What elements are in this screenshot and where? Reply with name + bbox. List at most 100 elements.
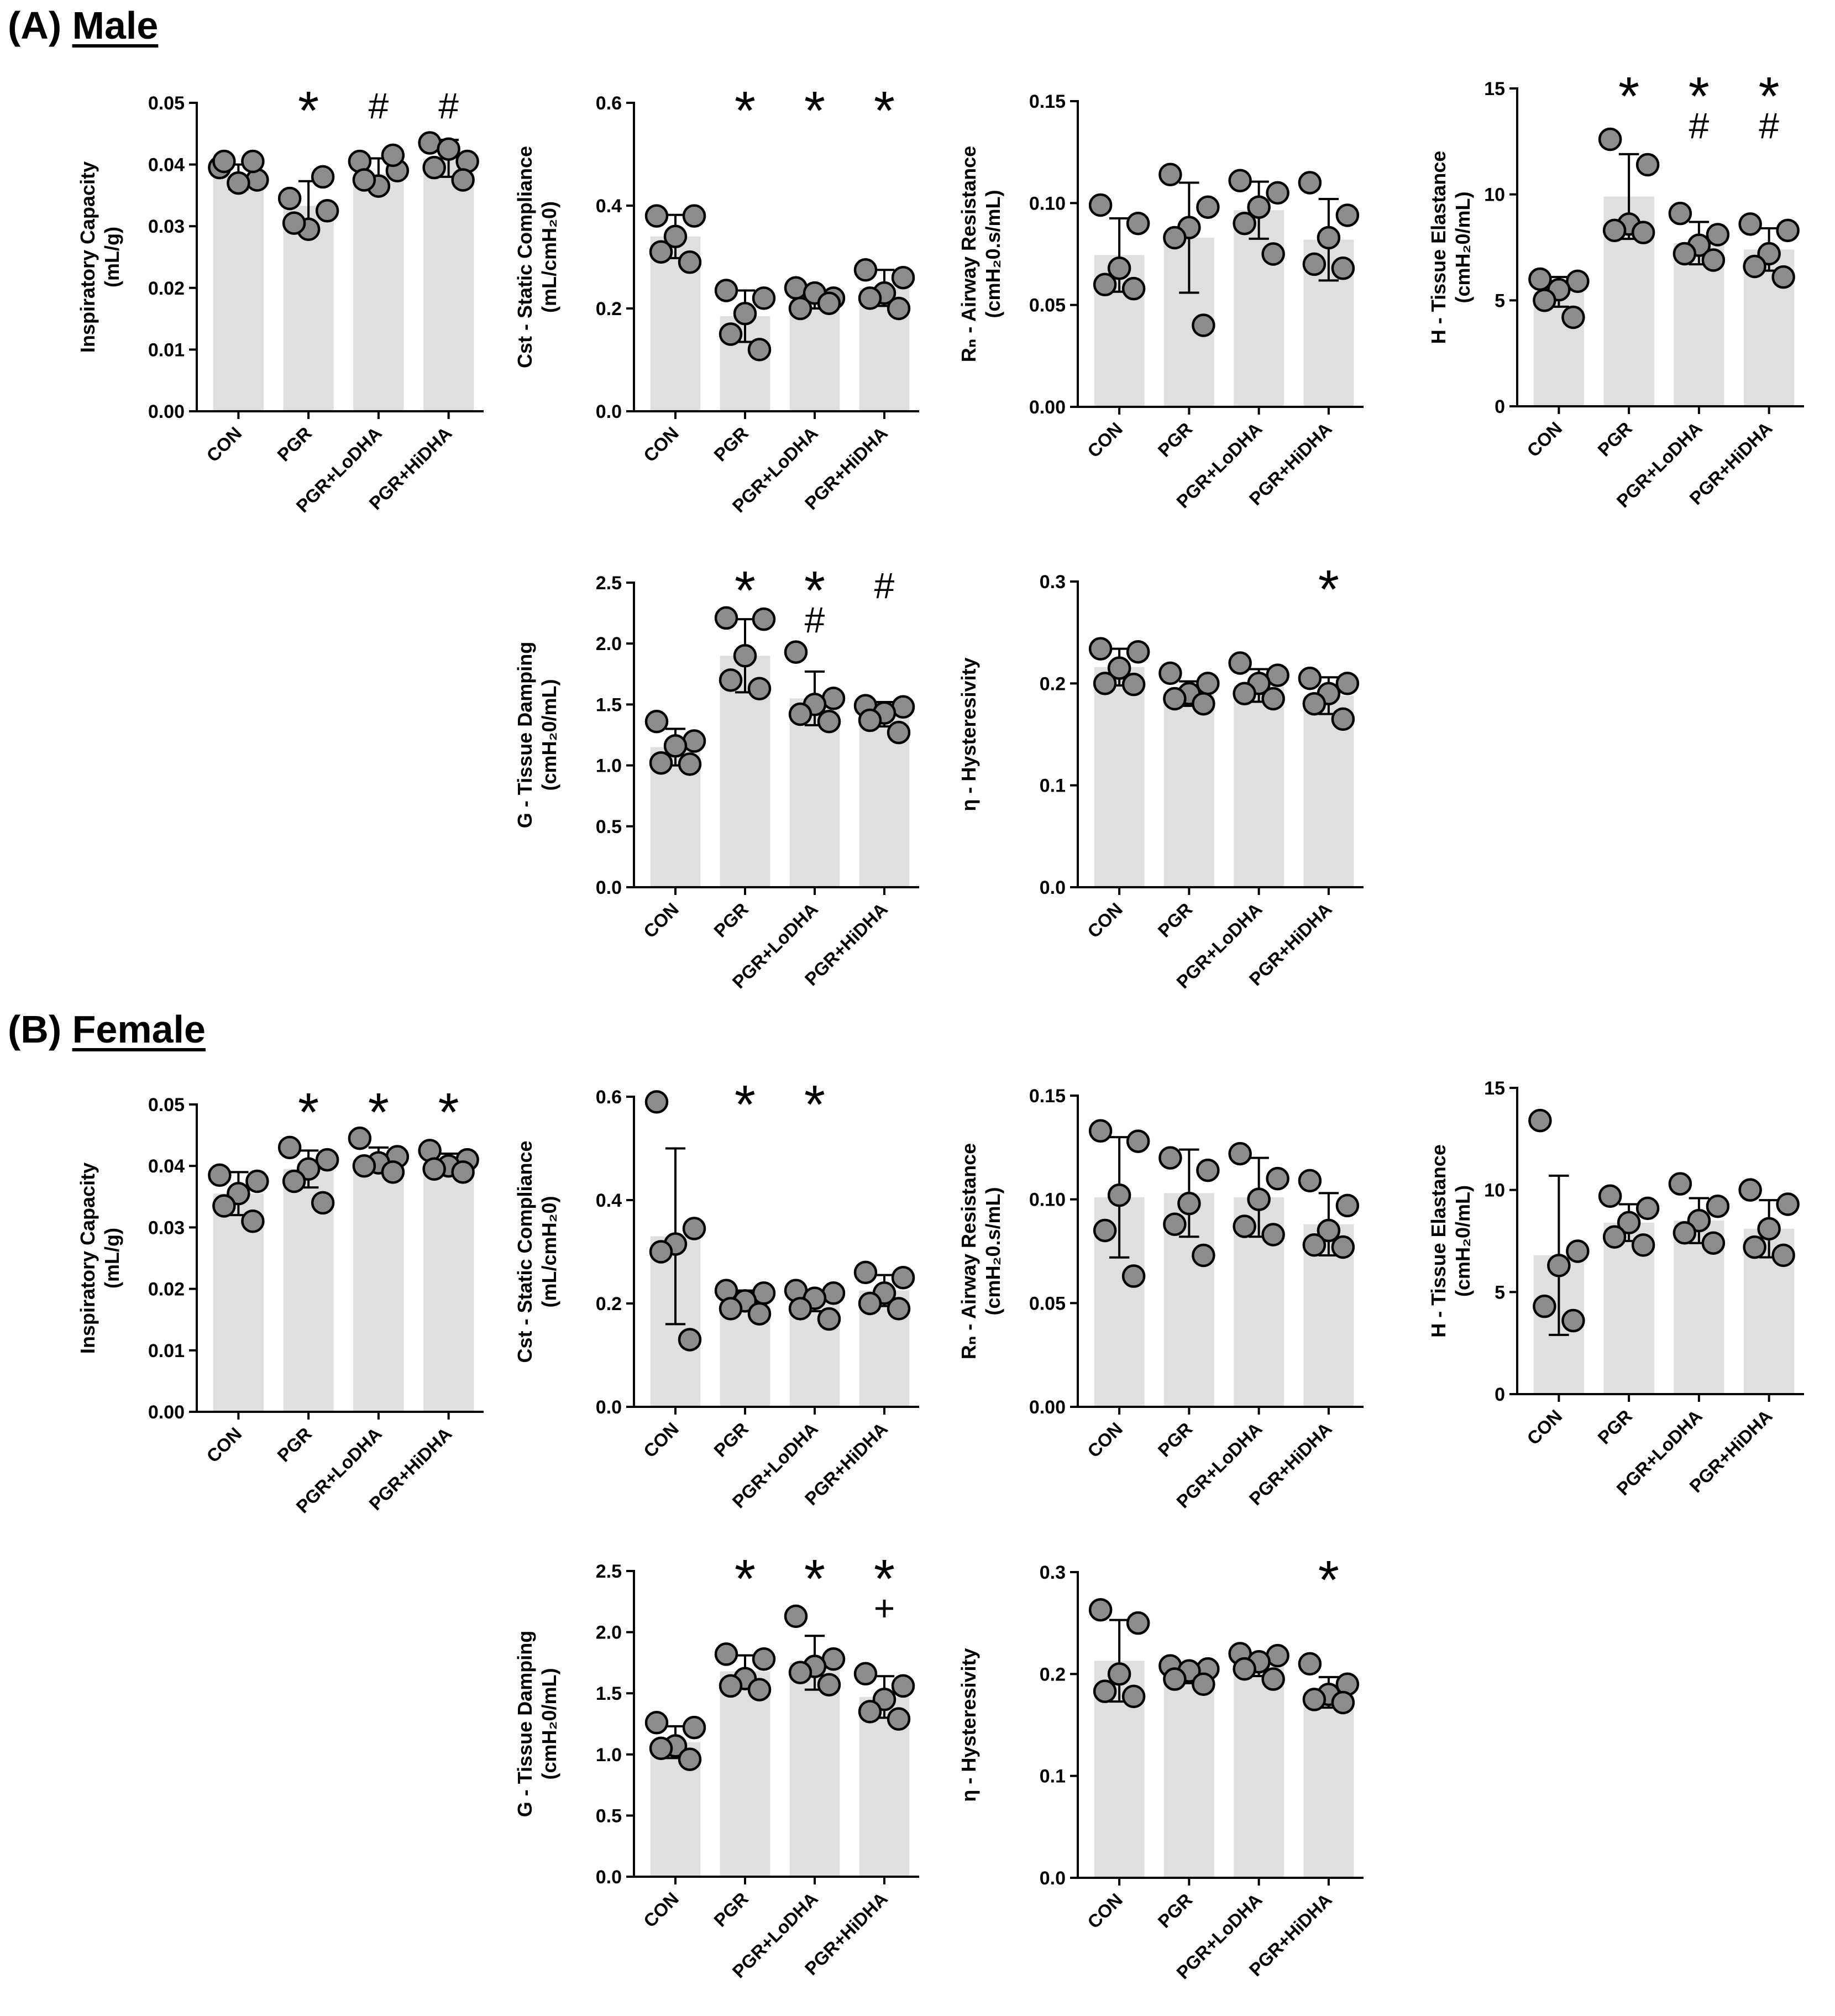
data-point xyxy=(208,1163,232,1187)
x-category-label: CON xyxy=(1083,418,1126,462)
data-point xyxy=(733,302,757,326)
y-tick-label: 0.03 xyxy=(148,216,185,237)
y-tick-label: 1.0 xyxy=(596,1745,622,1766)
y-axis-title: Rₙ - Airway Resistance xyxy=(957,1143,980,1359)
data-point xyxy=(1158,661,1182,685)
section-name-male: Male xyxy=(72,4,159,47)
section-label-a: (A) xyxy=(8,4,62,47)
y-tick-label: 2.0 xyxy=(596,1622,622,1643)
data-point xyxy=(1163,226,1187,250)
data-point xyxy=(1602,1225,1627,1249)
data-point xyxy=(1196,672,1220,695)
data-point xyxy=(1757,1217,1781,1241)
bar xyxy=(720,1671,770,1877)
significance-marker: + xyxy=(874,1588,895,1628)
data-point xyxy=(887,1707,911,1731)
y-tick-label: 0.02 xyxy=(148,278,185,299)
y-tick-label: 2.0 xyxy=(596,633,622,654)
data-point xyxy=(311,165,335,189)
data-point xyxy=(858,1700,882,1724)
bar xyxy=(1303,1692,1354,1878)
data-point xyxy=(1228,651,1252,675)
bar xyxy=(353,1160,404,1412)
data-point xyxy=(1317,1218,1341,1243)
data-point xyxy=(352,168,376,192)
x-category-label: CON xyxy=(1083,1418,1126,1462)
data-point xyxy=(817,291,841,315)
data-point xyxy=(1126,1129,1150,1153)
data-point xyxy=(1631,1233,1655,1257)
data-point xyxy=(1331,707,1355,731)
data-point xyxy=(1561,305,1585,329)
y-axis-title: G - Tissue Damping xyxy=(513,1631,536,1817)
section-title-male: (A) Male xyxy=(8,3,158,48)
data-point xyxy=(719,1297,743,1321)
significance-marker: * xyxy=(735,1074,756,1135)
data-point xyxy=(788,296,812,321)
data-point xyxy=(649,751,673,775)
data-point xyxy=(644,1090,669,1114)
y-axis-units: (mL/cmH₂0) xyxy=(538,201,560,313)
y-tick-label: 0.3 xyxy=(1040,572,1066,593)
data-point xyxy=(1158,1146,1182,1170)
data-point xyxy=(752,607,776,631)
data-point xyxy=(1602,218,1627,243)
data-point xyxy=(1528,267,1552,291)
data-point xyxy=(1598,127,1622,151)
x-category-label: CON xyxy=(1083,899,1126,942)
section-name-female: Female xyxy=(72,1008,206,1051)
data-point xyxy=(1738,1178,1762,1202)
data-point xyxy=(1088,193,1113,217)
significance-marker: * xyxy=(874,80,895,141)
y-tick-label: 0.15 xyxy=(1029,91,1066,112)
y-axis-title: Rₙ - Airway Resistance xyxy=(957,146,980,362)
data-point xyxy=(1233,1214,1256,1238)
y-tick-label: 2.5 xyxy=(596,1561,622,1582)
y-tick-label: 0.00 xyxy=(148,401,185,422)
x-category-label: PGR xyxy=(710,899,752,941)
data-point xyxy=(1088,1119,1113,1143)
y-tick-label: 0.01 xyxy=(148,339,185,360)
significance-marker: # xyxy=(805,599,825,640)
data-point xyxy=(891,1266,915,1290)
data-point xyxy=(1743,1235,1766,1259)
significance-marker: * xyxy=(1618,66,1639,127)
y-tick-label: 0.4 xyxy=(596,1190,622,1211)
data-point xyxy=(1107,1183,1131,1207)
data-point xyxy=(315,199,339,223)
data-point xyxy=(1192,692,1215,716)
data-point xyxy=(1088,637,1113,661)
data-point xyxy=(1266,181,1289,205)
y-tick-label: 2.5 xyxy=(596,573,622,594)
data-point xyxy=(1302,1233,1327,1257)
y-axis-units: (mL/cmH₂0) xyxy=(538,1196,560,1307)
data-point xyxy=(853,1662,878,1686)
y-tick-label: 0.05 xyxy=(148,1095,185,1116)
data-point xyxy=(1192,1243,1215,1268)
y-tick-label: 1.5 xyxy=(596,1683,622,1704)
y-tick-label: 5 xyxy=(1495,290,1505,311)
bar xyxy=(1234,685,1284,887)
y-tick-label: 0.6 xyxy=(596,93,622,114)
data-point xyxy=(784,1604,808,1628)
data-point xyxy=(1247,1187,1271,1211)
y-axis-units: (cmH₂0/mL) xyxy=(538,1668,560,1779)
y-axis-units: (cmH₂0.s/mL) xyxy=(982,1187,1004,1315)
data-point xyxy=(1261,1667,1285,1691)
y-tick-label: 0.0 xyxy=(1040,877,1066,898)
significance-marker: # xyxy=(874,565,895,606)
data-point xyxy=(891,265,915,290)
data-point xyxy=(1233,1657,1256,1681)
significance-marker: * xyxy=(735,1548,756,1609)
section-title-female: (B) Female xyxy=(8,1007,206,1051)
data-point xyxy=(437,137,460,161)
y-tick-label: 0.2 xyxy=(1040,1664,1066,1685)
data-point xyxy=(747,338,772,362)
x-category-label: CON xyxy=(1523,418,1566,461)
x-category-label: PGR xyxy=(710,1888,752,1931)
